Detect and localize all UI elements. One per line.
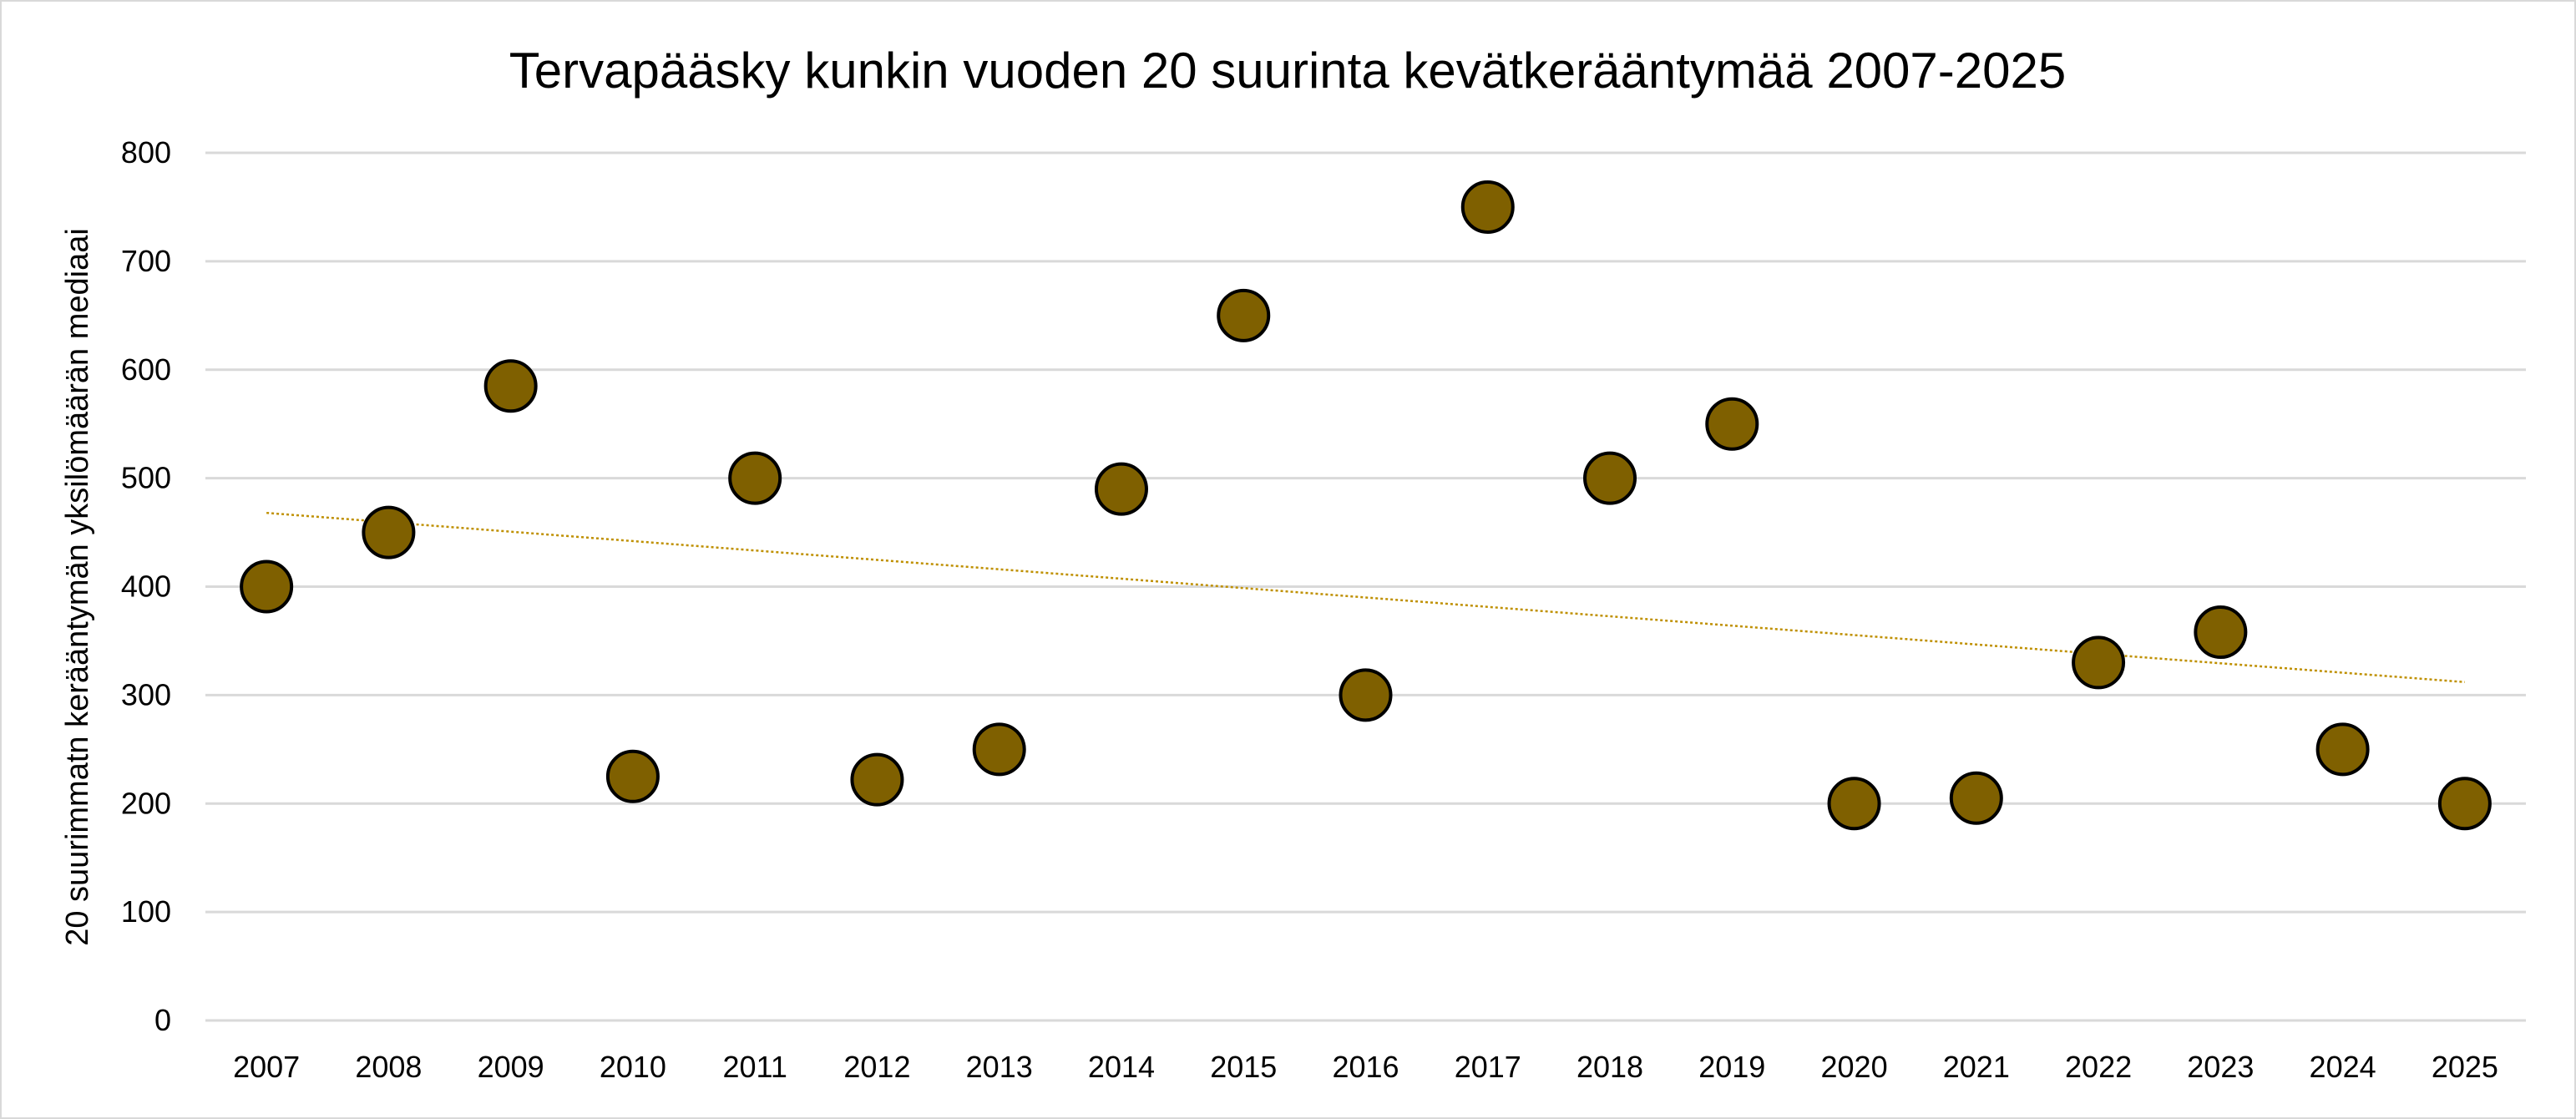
data-point [483, 359, 538, 413]
x-tick-label: 2011 [722, 1050, 787, 1084]
chart-title: Tervapääsky kunkin vuoden 20 suurinta ke… [509, 43, 2067, 99]
y-tick-label: 800 [121, 135, 171, 170]
x-tick-label: 2018 [1576, 1050, 1643, 1084]
y-tick-label: 300 [121, 677, 171, 711]
y-tick-label: 500 [121, 461, 171, 495]
data-point [1339, 668, 1393, 722]
y-tick-label: 700 [121, 244, 171, 278]
data-point [1094, 462, 1148, 516]
x-tick-label: 2024 [2310, 1050, 2376, 1084]
x-tick-label: 2007 [233, 1050, 300, 1084]
data-point [972, 722, 1026, 777]
x-tick-label: 2019 [1698, 1050, 1765, 1084]
y-tick-label: 600 [121, 352, 171, 387]
data-point [2194, 605, 2248, 660]
x-tick-label: 2010 [600, 1050, 666, 1084]
data-point [1827, 777, 1881, 831]
x-tick-label: 2023 [2187, 1050, 2254, 1084]
x-tick-label: 2009 [478, 1050, 544, 1084]
x-tick-label: 2014 [1088, 1050, 1155, 1084]
x-tick-label: 2025 [2432, 1050, 2498, 1084]
x-tick-label: 2022 [2065, 1050, 2132, 1084]
data-point [362, 505, 416, 560]
data-point [2315, 722, 2370, 777]
x-tick-label: 2016 [1332, 1050, 1399, 1084]
trendline [266, 511, 2465, 684]
data-point [850, 752, 904, 807]
y-tick-label: 0 [154, 1003, 171, 1037]
x-tick-label: 2017 [1455, 1050, 1521, 1084]
y-tick-label: 400 [121, 570, 171, 604]
x-tick-label: 2008 [355, 1050, 422, 1084]
x-tick-label: 2021 [1943, 1050, 2010, 1084]
data-point [1949, 771, 2003, 825]
y-axis-label: 20 suurimmatn kerääntymän yksilömäärän m… [60, 228, 95, 946]
y-tick-label: 100 [121, 894, 171, 929]
x-tick-label: 2013 [966, 1050, 1033, 1084]
data-point [605, 749, 660, 803]
data-point [1583, 451, 1637, 505]
data-point [1460, 180, 1515, 234]
x-tick-label: 2015 [1210, 1050, 1277, 1084]
data-point [2072, 635, 2126, 690]
y-tick-label: 200 [121, 786, 171, 820]
x-tick-label: 2012 [843, 1050, 910, 1084]
data-point [1705, 397, 1759, 451]
data-point [240, 560, 294, 614]
data-point [2437, 777, 2492, 831]
data-point [1217, 288, 1271, 342]
data-point [728, 451, 782, 505]
x-tick-label: 2020 [1821, 1050, 1888, 1084]
